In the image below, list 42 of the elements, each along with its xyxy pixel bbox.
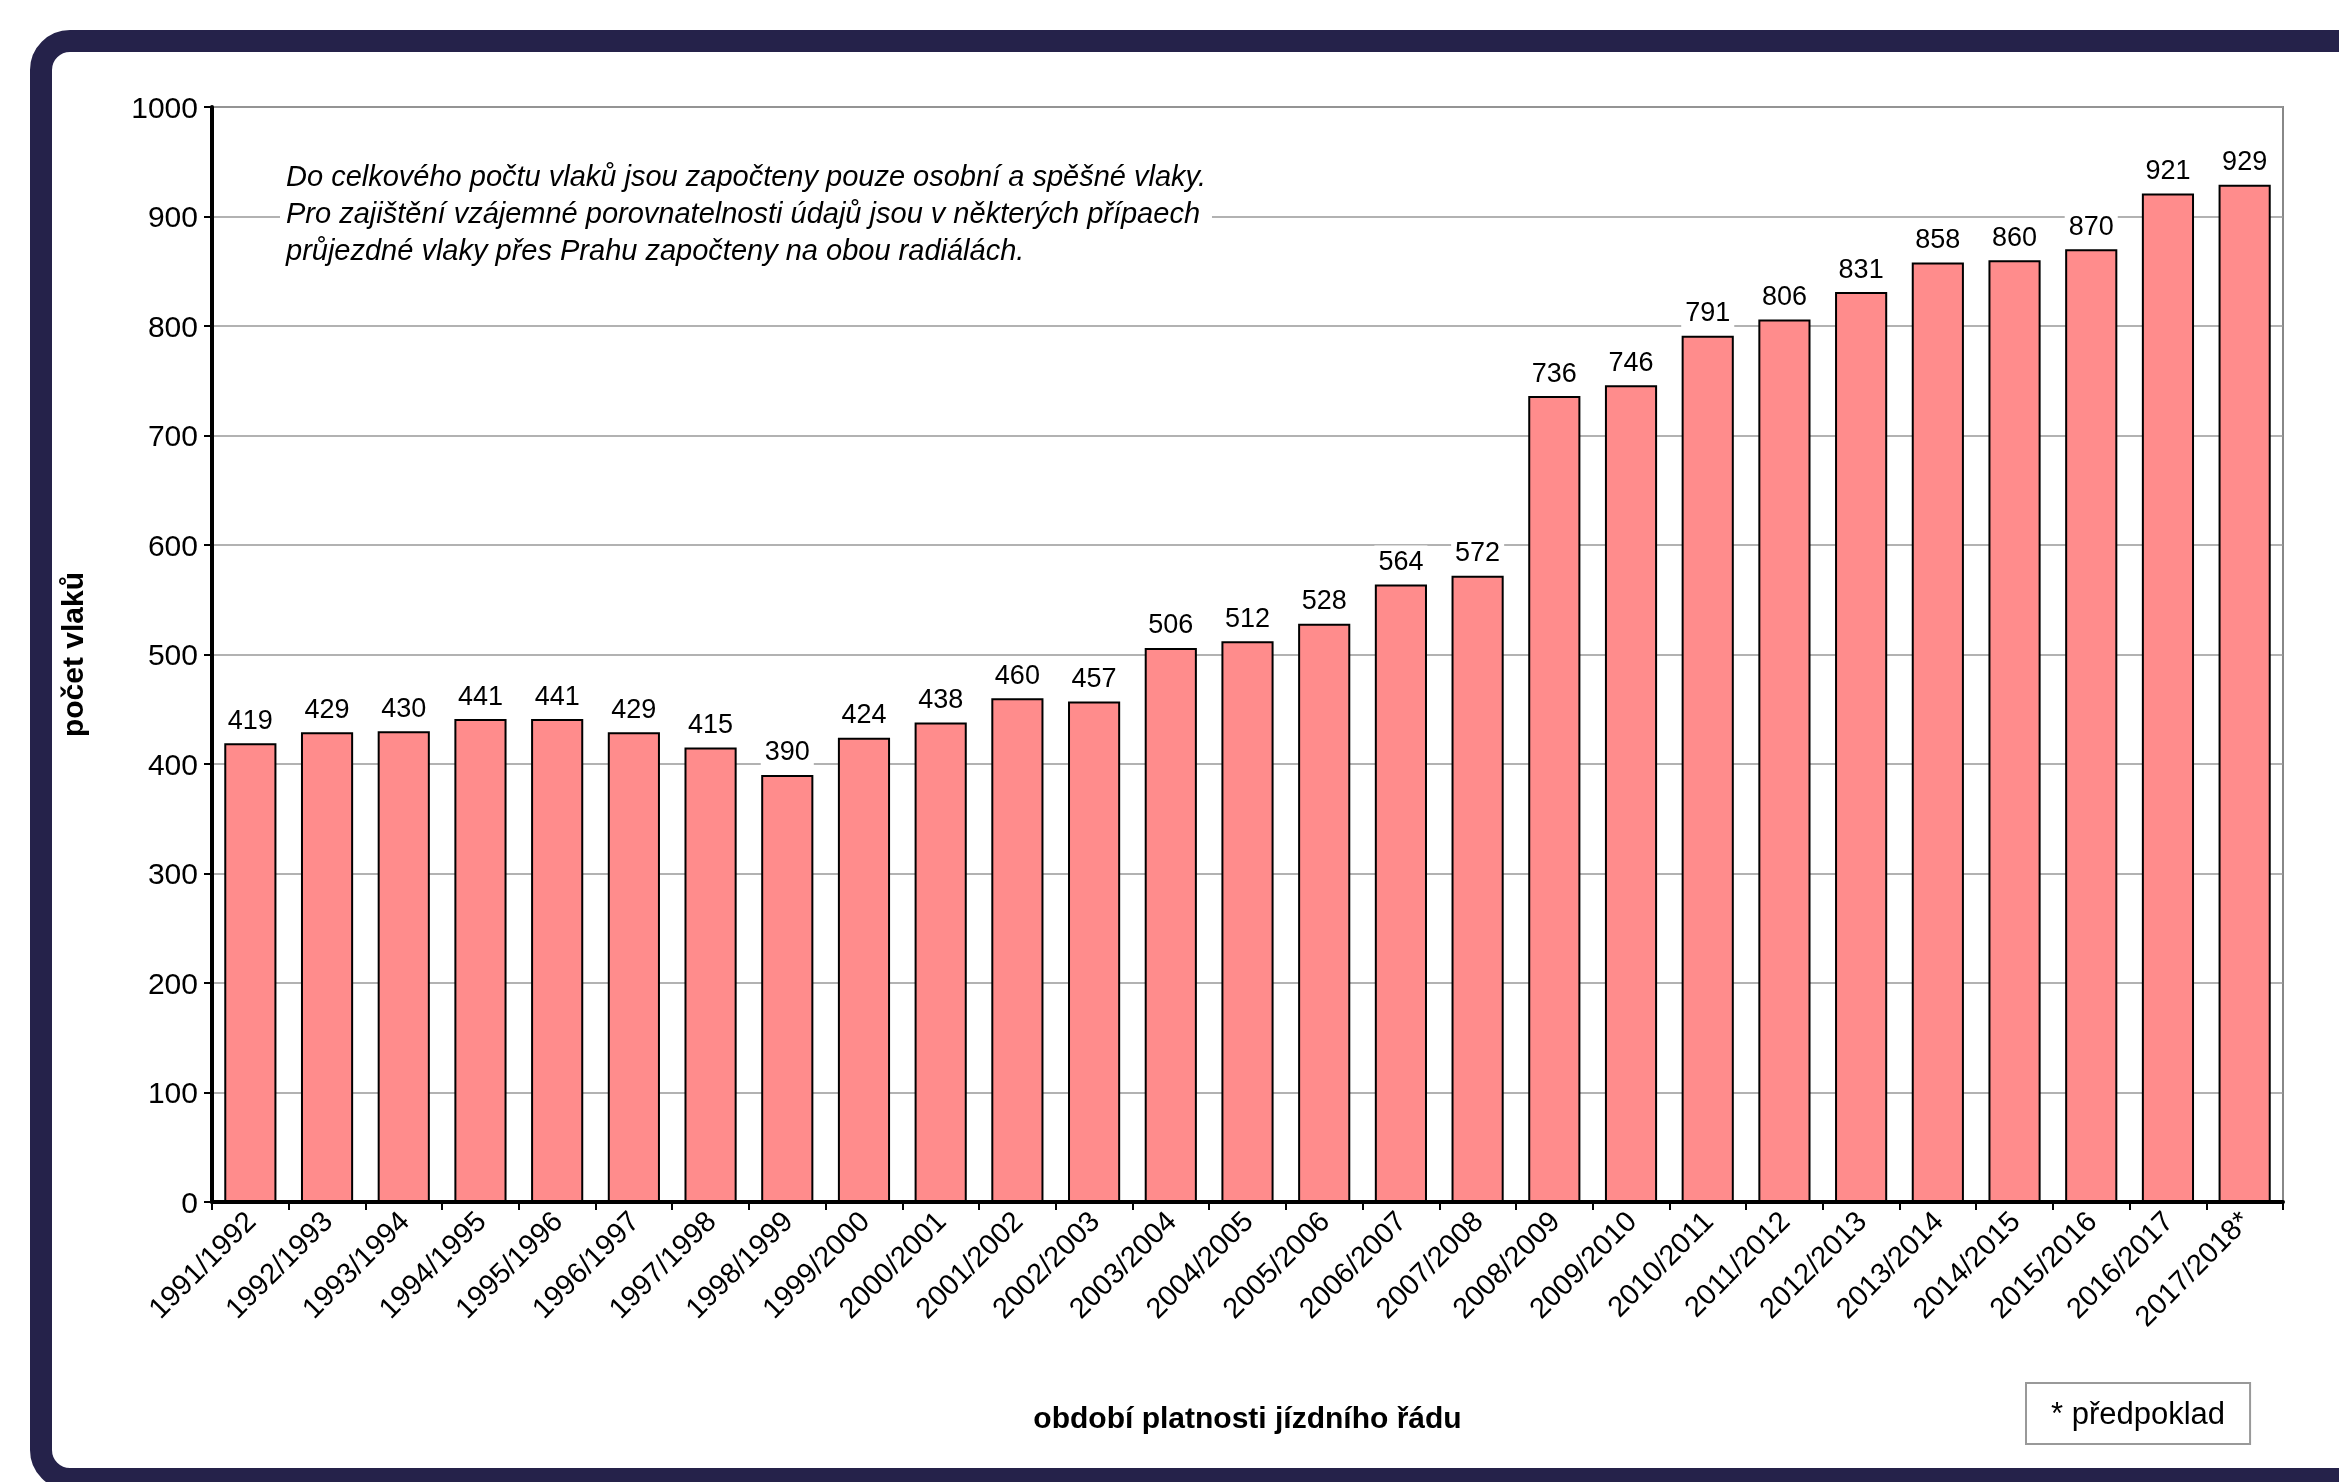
data-label: 528 bbox=[1301, 585, 1347, 616]
data-label: 736 bbox=[1531, 357, 1577, 388]
data-label: 457 bbox=[1071, 663, 1117, 694]
data-label: 512 bbox=[1224, 602, 1271, 633]
y-tick-label: 600 bbox=[147, 528, 198, 562]
data-label: 806 bbox=[1761, 280, 1807, 311]
y-axis-title: počet vlaků bbox=[55, 571, 89, 738]
data-label: 441 bbox=[457, 680, 503, 711]
data-label: 460 bbox=[994, 659, 1040, 690]
data-label: 430 bbox=[381, 692, 427, 723]
y-tick-label: 300 bbox=[147, 857, 198, 890]
data-label: 390 bbox=[764, 736, 810, 767]
annotation: Do celkového počtu vlaků jsou započteny pouze osobní a spěšné vlaky. Pro zajištění vzájemné porovnatelnosti údajů jsou v některých přípaech průjezdné vlaky přes Prahu započteny na obou radiálách. bbox=[285, 159, 1206, 266]
data-label: 858 bbox=[1915, 223, 1961, 254]
y-tick-label: 0 bbox=[181, 1185, 198, 1219]
y-tick-label: 1000 bbox=[131, 90, 198, 124]
data-label: 870 bbox=[2068, 210, 2114, 241]
data-label: 441 bbox=[534, 680, 580, 711]
data-label: 424 bbox=[841, 699, 887, 730]
y-tick-label: 700 bbox=[147, 419, 198, 452]
x-axis-title: období platnosti jízdního řádu bbox=[1033, 1400, 1462, 1434]
data-label: 429 bbox=[611, 693, 657, 724]
data-label: 419 bbox=[227, 704, 273, 735]
y-tick-label: 900 bbox=[147, 200, 198, 233]
data-label: 791 bbox=[1685, 297, 1731, 328]
data-label: 429 bbox=[304, 693, 350, 724]
y-tick-label: 100 bbox=[147, 1076, 198, 1109]
data-label: 921 bbox=[2145, 155, 2191, 186]
data-label: 929 bbox=[2222, 146, 2268, 177]
data-label: 438 bbox=[918, 683, 964, 714]
data-label: 572 bbox=[1455, 537, 1501, 568]
data-label: 415 bbox=[688, 709, 734, 740]
y-tick-label: 500 bbox=[147, 638, 198, 671]
data-label: 564 bbox=[1378, 545, 1424, 576]
text: * předpoklad bbox=[2051, 1396, 2226, 1431]
y-tick-label: 200 bbox=[147, 966, 198, 1000]
y-tick-label: 800 bbox=[147, 309, 198, 343]
data-label: 831 bbox=[1838, 253, 1884, 284]
data-label: 860 bbox=[1992, 221, 2038, 252]
y-tick-label: 400 bbox=[147, 747, 198, 781]
data-label: 746 bbox=[1608, 346, 1654, 377]
data-label: 506 bbox=[1148, 609, 1194, 640]
